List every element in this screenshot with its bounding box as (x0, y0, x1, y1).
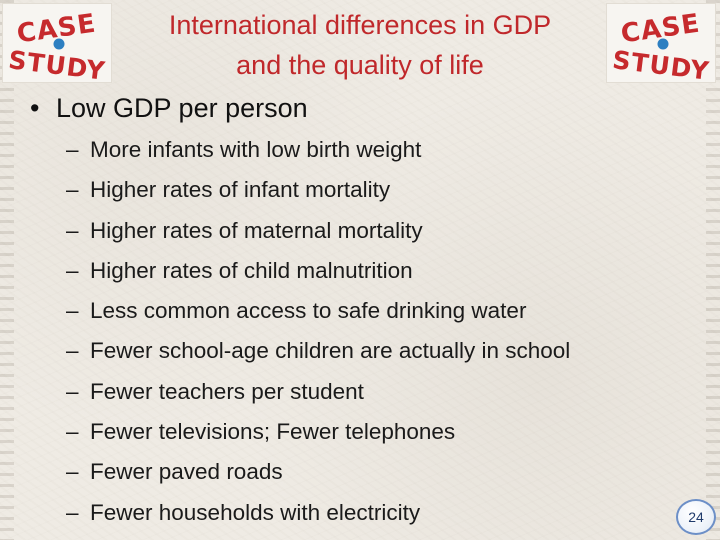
dash-marker: – (66, 217, 79, 243)
sub-bullet-item: – Fewer households with electricity (66, 493, 570, 533)
main-bullet-text: Low GDP per person (56, 93, 308, 123)
slide-title-line-2: and the quality of life (236, 50, 484, 80)
sub-bullet-text: More infants with low birth weight (90, 137, 422, 162)
case-study-logo-graphic: CASE STUDY (611, 9, 711, 82)
sub-bullet-text: Fewer school-age children are actually i… (90, 338, 571, 364)
slide-title-line-1: International differences in GDP (168, 10, 552, 40)
case-study-logo-graphic: CASE STUDY (7, 9, 107, 82)
logo-word-study: STUDY (611, 45, 711, 82)
sub-bullet-item: – Less common access to safe drinking wat… (66, 291, 570, 331)
dash-marker: – (66, 378, 79, 404)
sub-bullet-item: – Higher rates of maternal mortality (66, 211, 570, 251)
sub-bullet-text: Fewer households with electricity (90, 499, 421, 525)
case-study-logo-left: CASE STUDY (2, 3, 112, 83)
sub-bullet-text: Less common access to safe drinking wate… (90, 298, 527, 324)
sub-bullet-item: – Fewer televisions; Fewer telephones (66, 412, 570, 452)
dash-marker: – (66, 499, 79, 525)
sub-bullet-text: Higher rates of infant mortality (90, 177, 391, 203)
sub-bullet-text: Fewer televisions; Fewer telephones (90, 419, 456, 445)
logo-dot (657, 38, 669, 50)
right-torn-edge (706, 0, 720, 540)
dash-marker: – (66, 298, 79, 324)
case-study-logo-right: CASE STUDY (606, 3, 716, 83)
sub-bullet-item: – More infants with low birth weight (66, 130, 570, 170)
sub-bullet-text: Fewer teachers per student (90, 378, 364, 404)
slide-title: International differences in GDP and the… (118, 5, 602, 85)
logo-dot (53, 38, 65, 50)
logo-word-study: STUDY (7, 45, 107, 82)
dash-marker: – (66, 338, 79, 364)
dash-marker: – (66, 419, 79, 445)
sub-bullet-item: – Fewer paved roads (66, 452, 570, 492)
sub-bullet-item: – Higher rates of child malnutrition (66, 251, 570, 291)
sub-bullet-item: – Fewer teachers per student (66, 372, 570, 412)
bullet-symbol: • (30, 93, 40, 123)
sub-bullet-text: Higher rates of child malnutrition (90, 257, 413, 283)
dash-marker: – (66, 137, 79, 162)
left-torn-edge (0, 0, 14, 540)
main-bullet: • Low GDP per person (30, 88, 308, 128)
dash-marker: – (66, 257, 79, 283)
sub-bullet-text: Higher rates of maternal mortality (90, 217, 423, 243)
page-number-badge: 24 (676, 499, 716, 535)
page-number: 24 (688, 509, 704, 525)
sub-bullet-item: – Fewer school-age children are actually … (66, 331, 570, 371)
sub-bullet-list: – More infants with low birth weight – Hig… (66, 130, 570, 533)
sub-bullet-item: – Higher rates of infant mortality (66, 170, 570, 210)
dash-marker: – (66, 459, 79, 485)
dash-marker: – (66, 177, 79, 203)
sub-bullet-text: Fewer paved roads (90, 459, 283, 485)
